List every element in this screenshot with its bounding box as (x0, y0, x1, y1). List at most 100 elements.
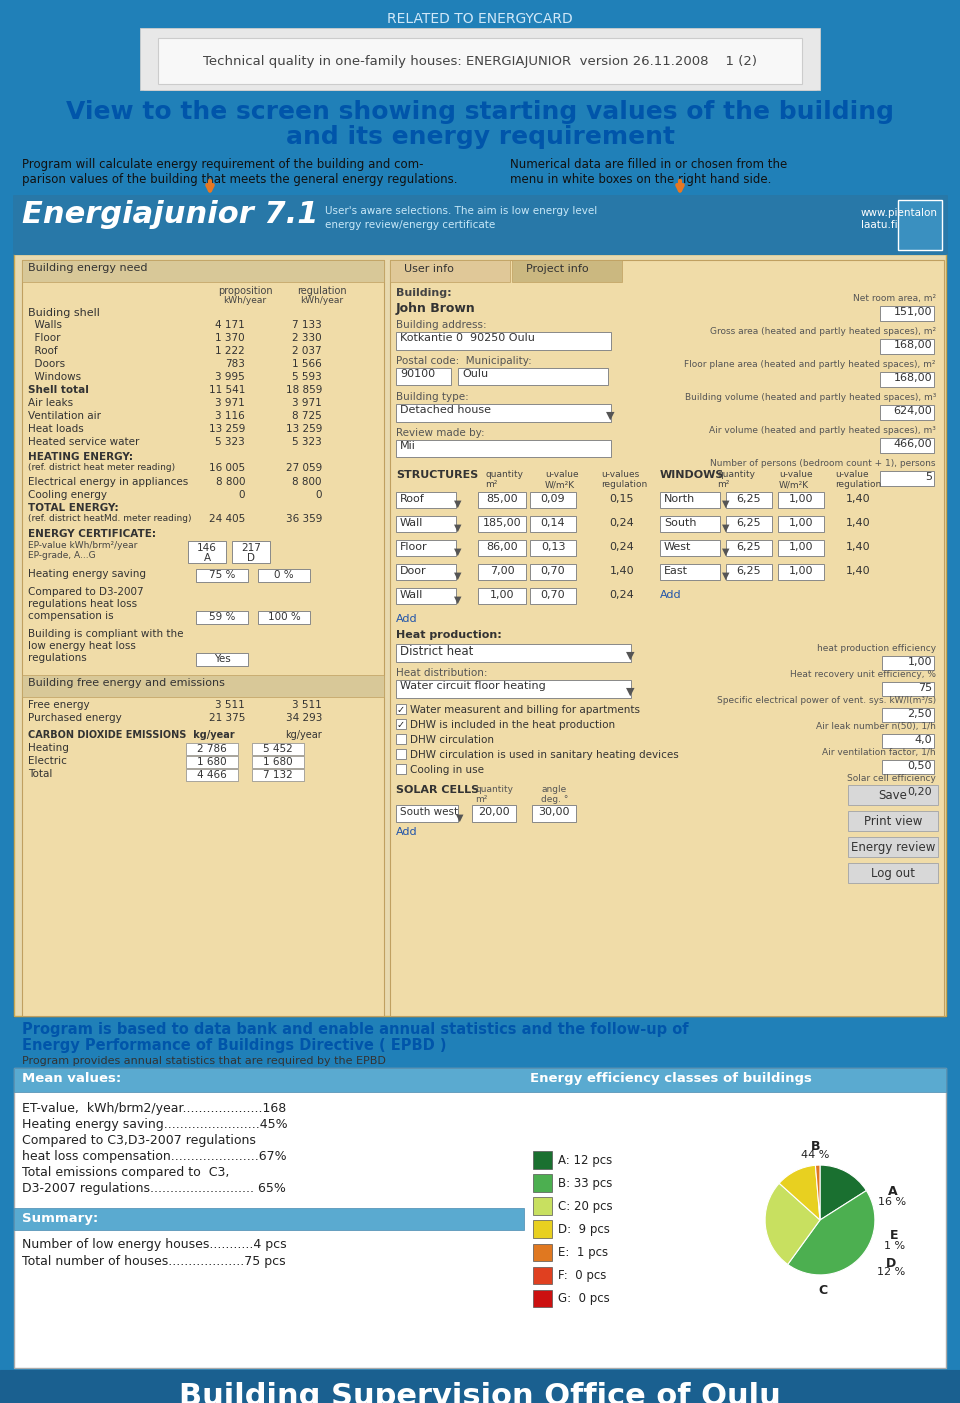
Text: Number of persons (bedroom count + 1), persons: Number of persons (bedroom count + 1), p… (710, 459, 936, 469)
Bar (778, 516, 824, 532)
Text: 20,00: 20,00 (478, 807, 510, 817)
Text: regulations: regulations (28, 652, 86, 664)
Text: A: 12 pcs: A: 12 pcs (558, 1153, 612, 1167)
Text: u-value
W/m²K: u-value W/m²K (780, 470, 813, 490)
Bar (396, 540, 456, 556)
Text: Air leaks: Air leaks (28, 398, 73, 408)
Text: 0 %: 0 % (275, 570, 294, 579)
Bar (478, 540, 526, 556)
Bar (533, 1221, 551, 1239)
Text: 7 133: 7 133 (292, 320, 322, 330)
Bar (478, 588, 526, 605)
Bar (196, 652, 248, 666)
Text: proposition: proposition (218, 286, 273, 296)
Bar (186, 756, 238, 767)
Text: 185,00: 185,00 (483, 518, 521, 528)
Bar (232, 542, 270, 563)
Text: Heating energy saving: Heating energy saving (28, 570, 146, 579)
Text: CARBON DIOXIDE EMISSIONS  kg/year: CARBON DIOXIDE EMISSIONS kg/year (28, 730, 234, 739)
Text: (ref. district heatMd. meter reading): (ref. district heatMd. meter reading) (28, 513, 191, 523)
Text: North: North (664, 494, 695, 504)
Text: 1,40: 1,40 (846, 518, 871, 528)
Text: Building is compliant with the: Building is compliant with the (28, 629, 183, 638)
Text: 16 %: 16 % (878, 1197, 906, 1207)
Text: 24 405: 24 405 (208, 513, 245, 523)
Bar (880, 405, 934, 419)
Bar (726, 540, 772, 556)
Text: Total number of houses...................75 pcs: Total number of houses..................… (22, 1256, 286, 1268)
Wedge shape (820, 1164, 866, 1221)
Text: ▼: ▼ (722, 547, 730, 557)
Text: ▼: ▼ (454, 547, 462, 557)
Bar (396, 734, 406, 744)
Text: 4,0: 4,0 (914, 735, 932, 745)
Text: 1,00: 1,00 (789, 494, 813, 504)
Text: 0,50: 0,50 (907, 760, 932, 772)
Bar (396, 805, 458, 822)
Text: Roof: Roof (28, 347, 58, 356)
Bar (882, 709, 934, 723)
Text: Cooling energy: Cooling energy (28, 490, 107, 499)
Bar (22, 260, 384, 282)
Bar (533, 1152, 551, 1169)
Bar (396, 644, 631, 662)
Text: Heating energy saving........................45%: Heating energy saving...................… (22, 1118, 288, 1131)
Text: Heat production:: Heat production: (396, 630, 502, 640)
Text: Mean values:: Mean values: (22, 1072, 121, 1085)
Text: 6,25: 6,25 (736, 565, 761, 577)
Bar (478, 492, 526, 508)
Text: u-value
W/m²K: u-value W/m²K (545, 470, 579, 490)
Text: Roof: Roof (400, 494, 424, 504)
Text: Air ventilation factor, 1/h: Air ventilation factor, 1/h (823, 748, 936, 758)
Text: South west: South west (400, 807, 458, 817)
Text: 86,00: 86,00 (486, 542, 517, 551)
Text: u-values
regulation: u-values regulation (601, 470, 647, 490)
Text: 151,00: 151,00 (894, 307, 932, 317)
Text: Building type:: Building type: (396, 391, 468, 403)
Bar (396, 404, 611, 422)
Bar (252, 769, 304, 781)
Bar (14, 196, 946, 1016)
Bar (188, 542, 226, 563)
Bar (660, 492, 720, 508)
Wedge shape (788, 1191, 875, 1275)
Bar (778, 492, 824, 508)
Text: East: East (664, 565, 688, 577)
Bar (186, 769, 238, 781)
Text: D:  9 pcs: D: 9 pcs (558, 1223, 610, 1236)
Text: Print view: Print view (864, 815, 923, 828)
Text: u-value
regulation: u-value regulation (835, 470, 881, 490)
Text: 0,15: 0,15 (610, 494, 635, 504)
Text: 1,00: 1,00 (490, 591, 515, 600)
Text: quantity
m²: quantity m² (485, 470, 523, 490)
Text: Specific electrical power of vent. sys. kW/l(m³/s): Specific electrical power of vent. sys. … (717, 696, 936, 704)
Text: 1,00: 1,00 (789, 542, 813, 551)
Bar (158, 38, 802, 84)
Bar (660, 564, 720, 579)
Text: Walls: Walls (28, 320, 62, 330)
Text: ▼: ▼ (626, 651, 635, 661)
Text: 21 375: 21 375 (208, 713, 245, 723)
Text: C: C (818, 1284, 828, 1298)
Text: kWh/year: kWh/year (224, 296, 267, 304)
Bar (880, 340, 934, 354)
Bar (258, 610, 310, 624)
Text: 16 005: 16 005 (209, 463, 245, 473)
Text: 75 %: 75 % (209, 570, 235, 579)
Bar (396, 588, 456, 605)
Bar (660, 540, 720, 556)
Bar (458, 368, 608, 384)
Bar (530, 492, 576, 508)
Text: C: 20 pcs: C: 20 pcs (558, 1200, 612, 1212)
Text: B: B (811, 1139, 821, 1153)
Text: 59 %: 59 % (209, 612, 235, 622)
Bar (660, 516, 720, 532)
Bar (533, 1267, 551, 1284)
Text: 466,00: 466,00 (894, 439, 932, 449)
Text: 7,00: 7,00 (490, 565, 515, 577)
Bar (252, 744, 304, 755)
Wedge shape (780, 1166, 820, 1221)
Text: D: D (886, 1257, 897, 1270)
Text: 0: 0 (238, 490, 245, 499)
Text: Energy Performance of Buildings Directive ( EPBD ): Energy Performance of Buildings Directiv… (22, 1038, 446, 1054)
